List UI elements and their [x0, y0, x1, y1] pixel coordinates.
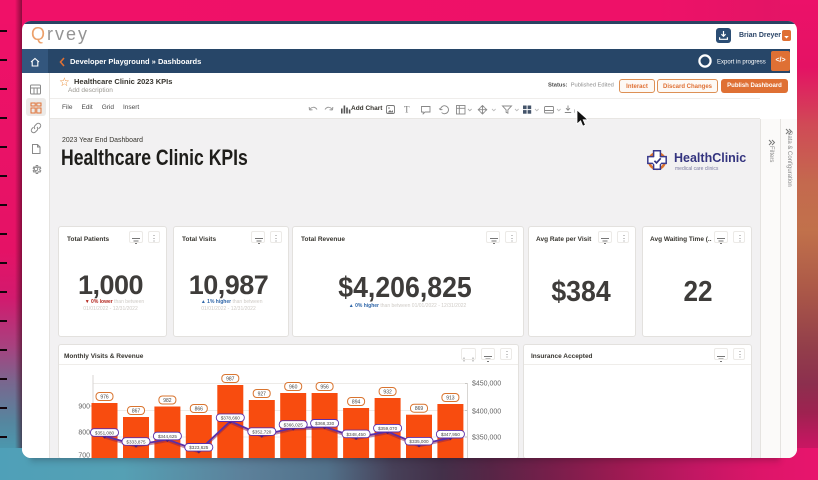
svg-text:$335,000: $335,000 [409, 439, 429, 444]
svg-text:927: 927 [258, 391, 267, 397]
svg-text:$351,080: $351,080 [95, 430, 115, 435]
svg-text:$359,070: $359,070 [378, 426, 398, 431]
svg-text:867: 867 [132, 408, 141, 414]
svg-text:$344,625: $344,625 [158, 434, 178, 439]
svg-text:$368,330: $368,330 [315, 421, 335, 426]
svg-text:987: 987 [226, 376, 235, 382]
svg-text:932: 932 [383, 389, 392, 395]
svg-text:$348,450: $348,450 [347, 432, 367, 437]
svg-text:$347,950: $347,950 [441, 432, 461, 437]
svg-text:$333,875: $333,875 [126, 439, 146, 444]
svg-text:900: 900 [78, 404, 90, 411]
svg-text:700: 700 [78, 453, 90, 460]
svg-text:894: 894 [352, 399, 361, 405]
svg-text:$450,000: $450,000 [472, 381, 501, 388]
svg-text:T: T [404, 105, 410, 115]
svg-text:$323,625: $323,625 [189, 445, 209, 450]
svg-text:$366,025: $366,025 [284, 422, 304, 427]
svg-text:800: 800 [78, 430, 90, 437]
svg-text:960: 960 [289, 384, 298, 390]
svg-text:913: 913 [446, 395, 455, 401]
svg-text:976: 976 [100, 394, 109, 400]
svg-text:866: 866 [195, 406, 204, 412]
svg-text:$400,000: $400,000 [472, 409, 501, 416]
svg-text:$350,000: $350,000 [472, 435, 501, 442]
svg-text:982: 982 [163, 398, 172, 404]
svg-text:$352,720: $352,720 [252, 430, 272, 435]
svg-text:869: 869 [415, 406, 424, 412]
svg-text:956: 956 [320, 384, 329, 390]
svg-text:$378,660: $378,660 [221, 416, 241, 421]
